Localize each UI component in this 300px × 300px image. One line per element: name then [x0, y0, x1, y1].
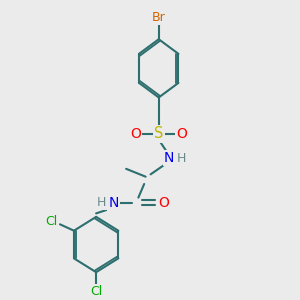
Text: H: H: [97, 196, 106, 209]
Text: N: N: [164, 151, 174, 165]
Text: O: O: [130, 127, 141, 141]
Text: Cl: Cl: [46, 215, 58, 229]
Text: H: H: [176, 152, 186, 164]
Text: Br: Br: [152, 11, 166, 24]
Text: O: O: [177, 127, 188, 141]
Text: O: O: [158, 196, 169, 210]
Text: Cl: Cl: [90, 286, 102, 298]
Text: S: S: [154, 126, 164, 141]
Text: N: N: [108, 196, 119, 210]
